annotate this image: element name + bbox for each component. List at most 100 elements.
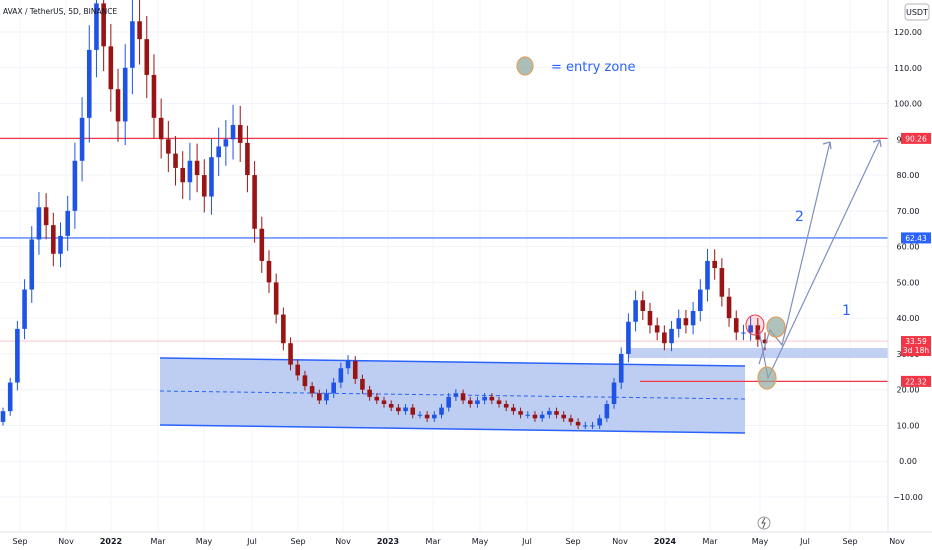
candle-body: [345, 361, 351, 369]
candle-body: [518, 411, 523, 415]
candle-body: [216, 146, 221, 158]
channel-bottom-line[interactable]: [159, 424, 746, 434]
price-tick-label: 40.00: [897, 314, 920, 323]
candle-body: [122, 67, 128, 122]
candle-body: [144, 39, 150, 75]
candle-body: [597, 418, 602, 426]
candle-body: [396, 407, 401, 412]
candle-body: [352, 361, 358, 379]
candle-body: [676, 318, 682, 329]
upper-resistance-badge: [901, 132, 931, 144]
price-tick-label: 110.00: [894, 64, 922, 73]
time-tick-label: Nov: [889, 537, 905, 546]
currency-button[interactable]: USDT: [904, 3, 930, 21]
candle-body: [690, 311, 696, 326]
candle-body: [7, 382, 13, 412]
candle-body: [640, 300, 646, 311]
candle-body: [324, 393, 329, 401]
candle-body: [712, 260, 717, 269]
candle-body: [166, 139, 171, 154]
candle-body: [180, 167, 186, 183]
candle-body: [237, 125, 243, 143]
channel-top-line[interactable]: [159, 357, 746, 367]
mid-resistance-badge: [901, 232, 931, 244]
candle-body: [662, 332, 667, 344]
time-tick-label: 2024: [654, 537, 677, 546]
candle-body: [496, 400, 502, 404]
range-channel[interactable]: [160, 358, 745, 433]
candle-body: [582, 425, 588, 427]
candle-body: [532, 414, 538, 419]
entry-zone-red-marker[interactable]: [745, 314, 765, 336]
candle-body: [547, 411, 552, 415]
candle-body: [618, 353, 624, 383]
entry-zone-label: = entry zone: [551, 60, 636, 75]
time-tick-label: Mar: [702, 537, 718, 546]
candle-body: [115, 89, 121, 122]
time-tick-label: Sep: [565, 537, 580, 546]
candle-body: [755, 325, 761, 340]
candle-body: [381, 400, 387, 404]
time-axis[interactable]: [0, 532, 932, 550]
candle-body: [568, 418, 574, 422]
candle-body: [15, 328, 20, 383]
support-zone[interactable]: [628, 348, 888, 358]
candle-body: [424, 414, 430, 419]
time-tick-label: Nov: [58, 537, 74, 546]
countdown-badge-label: 3d 18h: [903, 346, 929, 355]
candle-body: [273, 282, 279, 315]
candle-body: [511, 407, 516, 412]
price-tick-label: 120.00: [894, 28, 922, 37]
candle-body: [654, 325, 660, 333]
candle-body: [669, 328, 674, 344]
candle-body: [209, 157, 214, 197]
time-tick-label: Mar: [425, 537, 441, 546]
entry-zone-lower-marker[interactable]: [757, 366, 777, 390]
time-tick-label: Nov: [612, 537, 628, 546]
candle-body: [403, 407, 408, 412]
time-axis-labels: Sep Nov 2022 Mar May Jul Sep Nov 2023 Mar May Jul Se…: [12, 537, 905, 546]
candle-body: [259, 228, 265, 261]
candle-body: [151, 74, 157, 118]
grid: [0, 31, 888, 498]
candle-body: [467, 400, 473, 404]
candle-body: [417, 414, 423, 416]
time-tick-label: Nov: [335, 537, 351, 546]
time-tick-label: 2023: [377, 537, 399, 546]
time-tick-label: May: [472, 537, 489, 546]
support-badge: [901, 375, 931, 387]
time-tick-label: Jul: [799, 537, 810, 546]
candle-body: [201, 175, 207, 197]
replay-lightning-button[interactable]: [757, 516, 771, 530]
candle-body: [388, 404, 394, 408]
candle-body: [137, 21, 142, 40]
price-tick-label: 50.00: [897, 278, 920, 287]
candle-body: [108, 46, 114, 90]
candle-body: [633, 300, 638, 322]
candle-body: [489, 396, 495, 401]
candle-body: [187, 160, 193, 183]
candle-body: [173, 153, 178, 168]
candle-body: [317, 393, 322, 401]
entry-zone-upper-marker[interactable]: [766, 316, 786, 338]
time-tick-label: Sep: [842, 537, 857, 546]
price-axis[interactable]: [888, 0, 932, 550]
currency-button-label: USDT: [906, 8, 928, 17]
wave-label-2: 2: [795, 209, 804, 225]
candle-body: [647, 311, 653, 326]
candle-body: [604, 404, 610, 419]
candle-body: [43, 207, 49, 226]
lightning-icon: [761, 517, 766, 529]
candle-body: [101, 3, 106, 47]
candle-body: [719, 268, 725, 297]
time-tick-label: Jul: [521, 537, 532, 546]
candle-body: [194, 160, 200, 176]
candle-body: [705, 260, 710, 290]
candle-body: [367, 389, 372, 397]
candle-body: [741, 332, 746, 334]
candle-body: [245, 142, 250, 176]
candle-body: [432, 414, 437, 419]
candle-body: [439, 407, 444, 415]
